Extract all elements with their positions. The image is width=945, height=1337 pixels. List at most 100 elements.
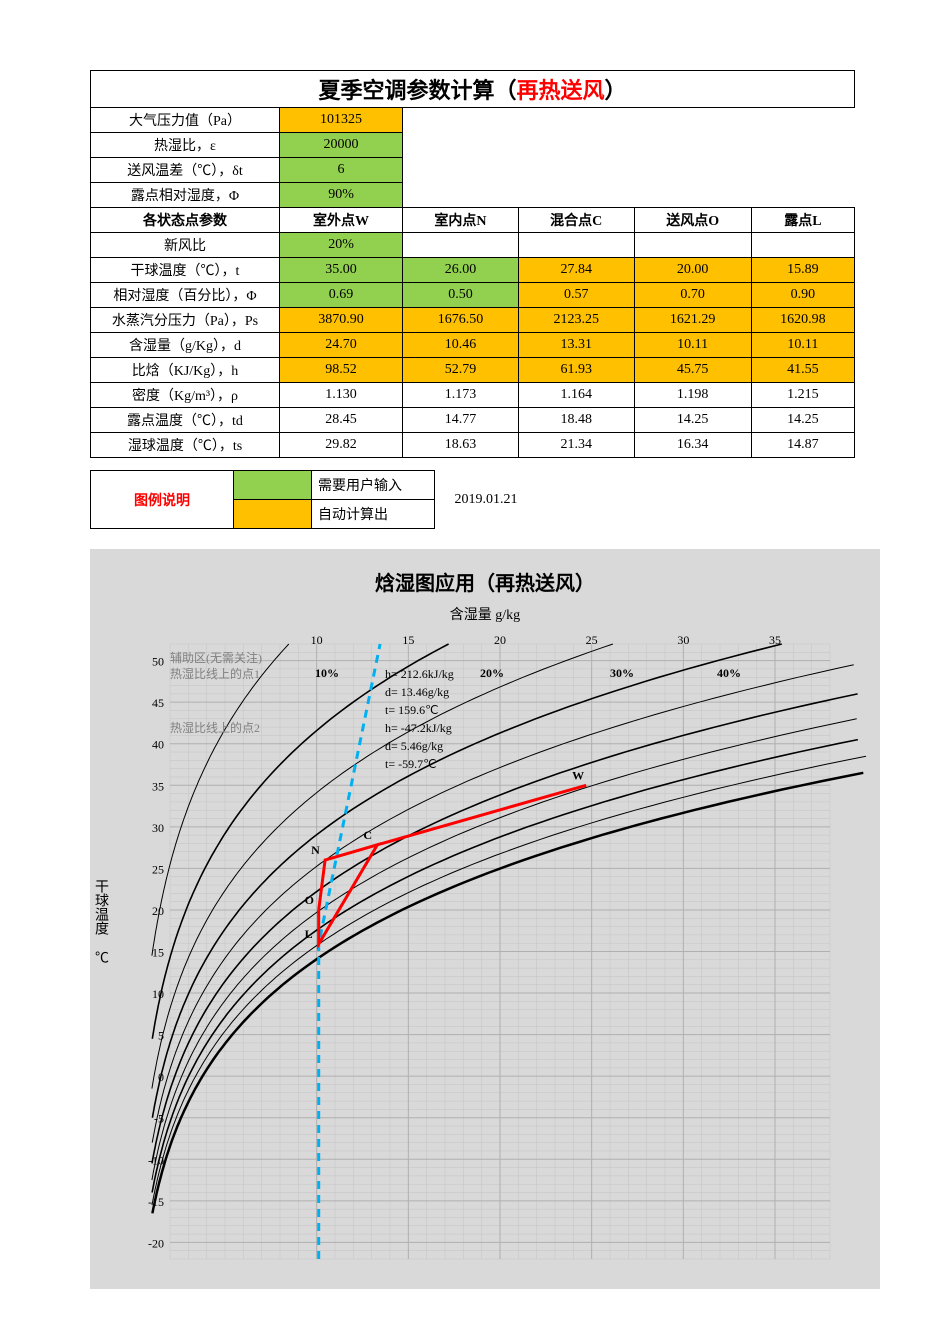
row-label: 密度（Kg/m³），ρ: [91, 383, 280, 408]
svg-text:辅助区(无需关注): 辅助区(无需关注): [170, 650, 262, 665]
table-cell: 41.55: [751, 358, 854, 383]
svg-text:25: 25: [152, 862, 164, 876]
svg-text:25: 25: [586, 633, 598, 647]
svg-text:t= 159.6℃: t= 159.6℃: [385, 703, 439, 717]
table-cell: 21.34: [518, 433, 634, 458]
row-label: 含湿量（g/Kg），d: [91, 333, 280, 358]
table-cell: 10.11: [634, 333, 751, 358]
table-cell: 15.89: [751, 258, 854, 283]
param-label: 露点相对湿度，Φ: [91, 183, 280, 208]
table-cell: 1676.50: [403, 308, 519, 333]
table-cell: 52.79: [403, 358, 519, 383]
svg-text:h= 212.6kJ/kg: h= 212.6kJ/kg: [385, 667, 454, 681]
param-label: 送风温差（℃），δt: [91, 158, 280, 183]
param-label: 大气压力值（Pa）: [91, 108, 280, 133]
table-cell: 16.34: [634, 433, 751, 458]
svg-text:C: C: [363, 828, 372, 842]
table-cell: 10.11: [751, 333, 854, 358]
svg-text:L: L: [305, 927, 313, 941]
svg-text:50: 50: [152, 655, 164, 669]
col-header: 混合点C: [518, 208, 634, 233]
param-value: 20000: [280, 133, 403, 158]
legend-date: 2019.01.21: [435, 471, 538, 529]
fresh-air-label: 新风比: [91, 233, 280, 258]
legend-user-input-label: 需要用户输入: [312, 471, 435, 500]
table-cell: 14.25: [634, 408, 751, 433]
table-cell: 1.130: [280, 383, 403, 408]
psychrometric-chart: 焓湿图应用（再热送风） 含湿量 g/kg 干球温度 ℃ 101520253035…: [90, 549, 880, 1289]
svg-text:30%: 30%: [610, 666, 634, 680]
table-cell: 1.164: [518, 383, 634, 408]
svg-text:h= -47.2kJ/kg: h= -47.2kJ/kg: [385, 721, 452, 735]
table-cell: 26.00: [403, 258, 519, 283]
col-header: 露点L: [751, 208, 854, 233]
title-text-part2: ）: [605, 78, 627, 103]
col-header: 室外点W: [280, 208, 403, 233]
svg-text:d= 5.46g/kg: d= 5.46g/kg: [385, 739, 443, 753]
table-cell: 0.57: [518, 283, 634, 308]
table-cell: 24.70: [280, 333, 403, 358]
table-cell: 3870.90: [280, 308, 403, 333]
table-cell: 13.31: [518, 333, 634, 358]
svg-text:d= 13.46g/kg: d= 13.46g/kg: [385, 685, 449, 699]
chart-title: 焓湿图应用（再热送风）: [90, 567, 880, 596]
table-cell: 98.52: [280, 358, 403, 383]
fresh-air-value: 20%: [280, 233, 403, 258]
param-value: 101325: [280, 108, 403, 133]
table-cell: 1.198: [634, 383, 751, 408]
table-cell: 35.00: [280, 258, 403, 283]
svg-text:t= -59.7℃: t= -59.7℃: [385, 757, 437, 771]
svg-text:20: 20: [494, 633, 506, 647]
title-text-part1: 夏季空调参数计算（: [318, 78, 516, 103]
legend-title: 图例说明: [91, 471, 234, 529]
table-cell: 0.70: [634, 283, 751, 308]
svg-text:20: 20: [152, 904, 164, 918]
table-cell: 18.48: [518, 408, 634, 433]
legend-box: 图例说明 需要用户输入 2019.01.21 自动计算出: [90, 470, 855, 529]
col-header: 室内点N: [403, 208, 519, 233]
table-cell: 1.215: [751, 383, 854, 408]
svg-text:30: 30: [677, 633, 689, 647]
svg-text:40%: 40%: [717, 666, 741, 680]
svg-text:W: W: [572, 768, 584, 782]
param-value: 90%: [280, 183, 403, 208]
svg-text:N: N: [311, 843, 320, 857]
legend-swatch-orange: [234, 500, 312, 529]
table-cell: 45.75: [634, 358, 751, 383]
table-cell: 14.77: [403, 408, 519, 433]
legend-autocalc-label: 自动计算出: [312, 500, 435, 529]
svg-text:10: 10: [311, 633, 323, 647]
svg-text:-20: -20: [148, 1236, 164, 1250]
col-header: 各状态点参数: [91, 208, 280, 233]
svg-text:O: O: [305, 893, 314, 907]
param-label: 热湿比，ε: [91, 133, 280, 158]
svg-text:15: 15: [152, 946, 164, 960]
page-title: 夏季空调参数计算（再热送风）: [91, 71, 855, 108]
table-cell: 0.90: [751, 283, 854, 308]
svg-text:热湿比线上的点2: 热湿比线上的点2: [170, 720, 260, 735]
table-cell: 10.46: [403, 333, 519, 358]
table-cell: 1620.98: [751, 308, 854, 333]
table-cell: 61.93: [518, 358, 634, 383]
table-cell: 0.50: [403, 283, 519, 308]
table-cell: 20.00: [634, 258, 751, 283]
table-cell: 18.63: [403, 433, 519, 458]
table-cell: 0.69: [280, 283, 403, 308]
table-cell: 1.173: [403, 383, 519, 408]
row-label: 比焓（KJ/Kg），h: [91, 358, 280, 383]
row-label: 相对湿度（百分比），Φ: [91, 283, 280, 308]
svg-text:热湿比线上的点1: 热湿比线上的点1: [170, 666, 260, 681]
table-cell: 1621.29: [634, 308, 751, 333]
svg-text:35: 35: [152, 779, 164, 793]
svg-text:15: 15: [402, 633, 414, 647]
svg-text:10%: 10%: [315, 666, 339, 680]
svg-text:45: 45: [152, 696, 164, 710]
col-header: 送风点O: [634, 208, 751, 233]
table-cell: 27.84: [518, 258, 634, 283]
title-text-red: 再热送风: [516, 78, 604, 103]
svg-text:40: 40: [152, 738, 164, 752]
row-label: 水蒸汽分压力（Pa），Ps: [91, 308, 280, 333]
row-label: 露点温度（℃），td: [91, 408, 280, 433]
svg-text:30: 30: [152, 821, 164, 835]
legend-swatch-green: [234, 471, 312, 500]
